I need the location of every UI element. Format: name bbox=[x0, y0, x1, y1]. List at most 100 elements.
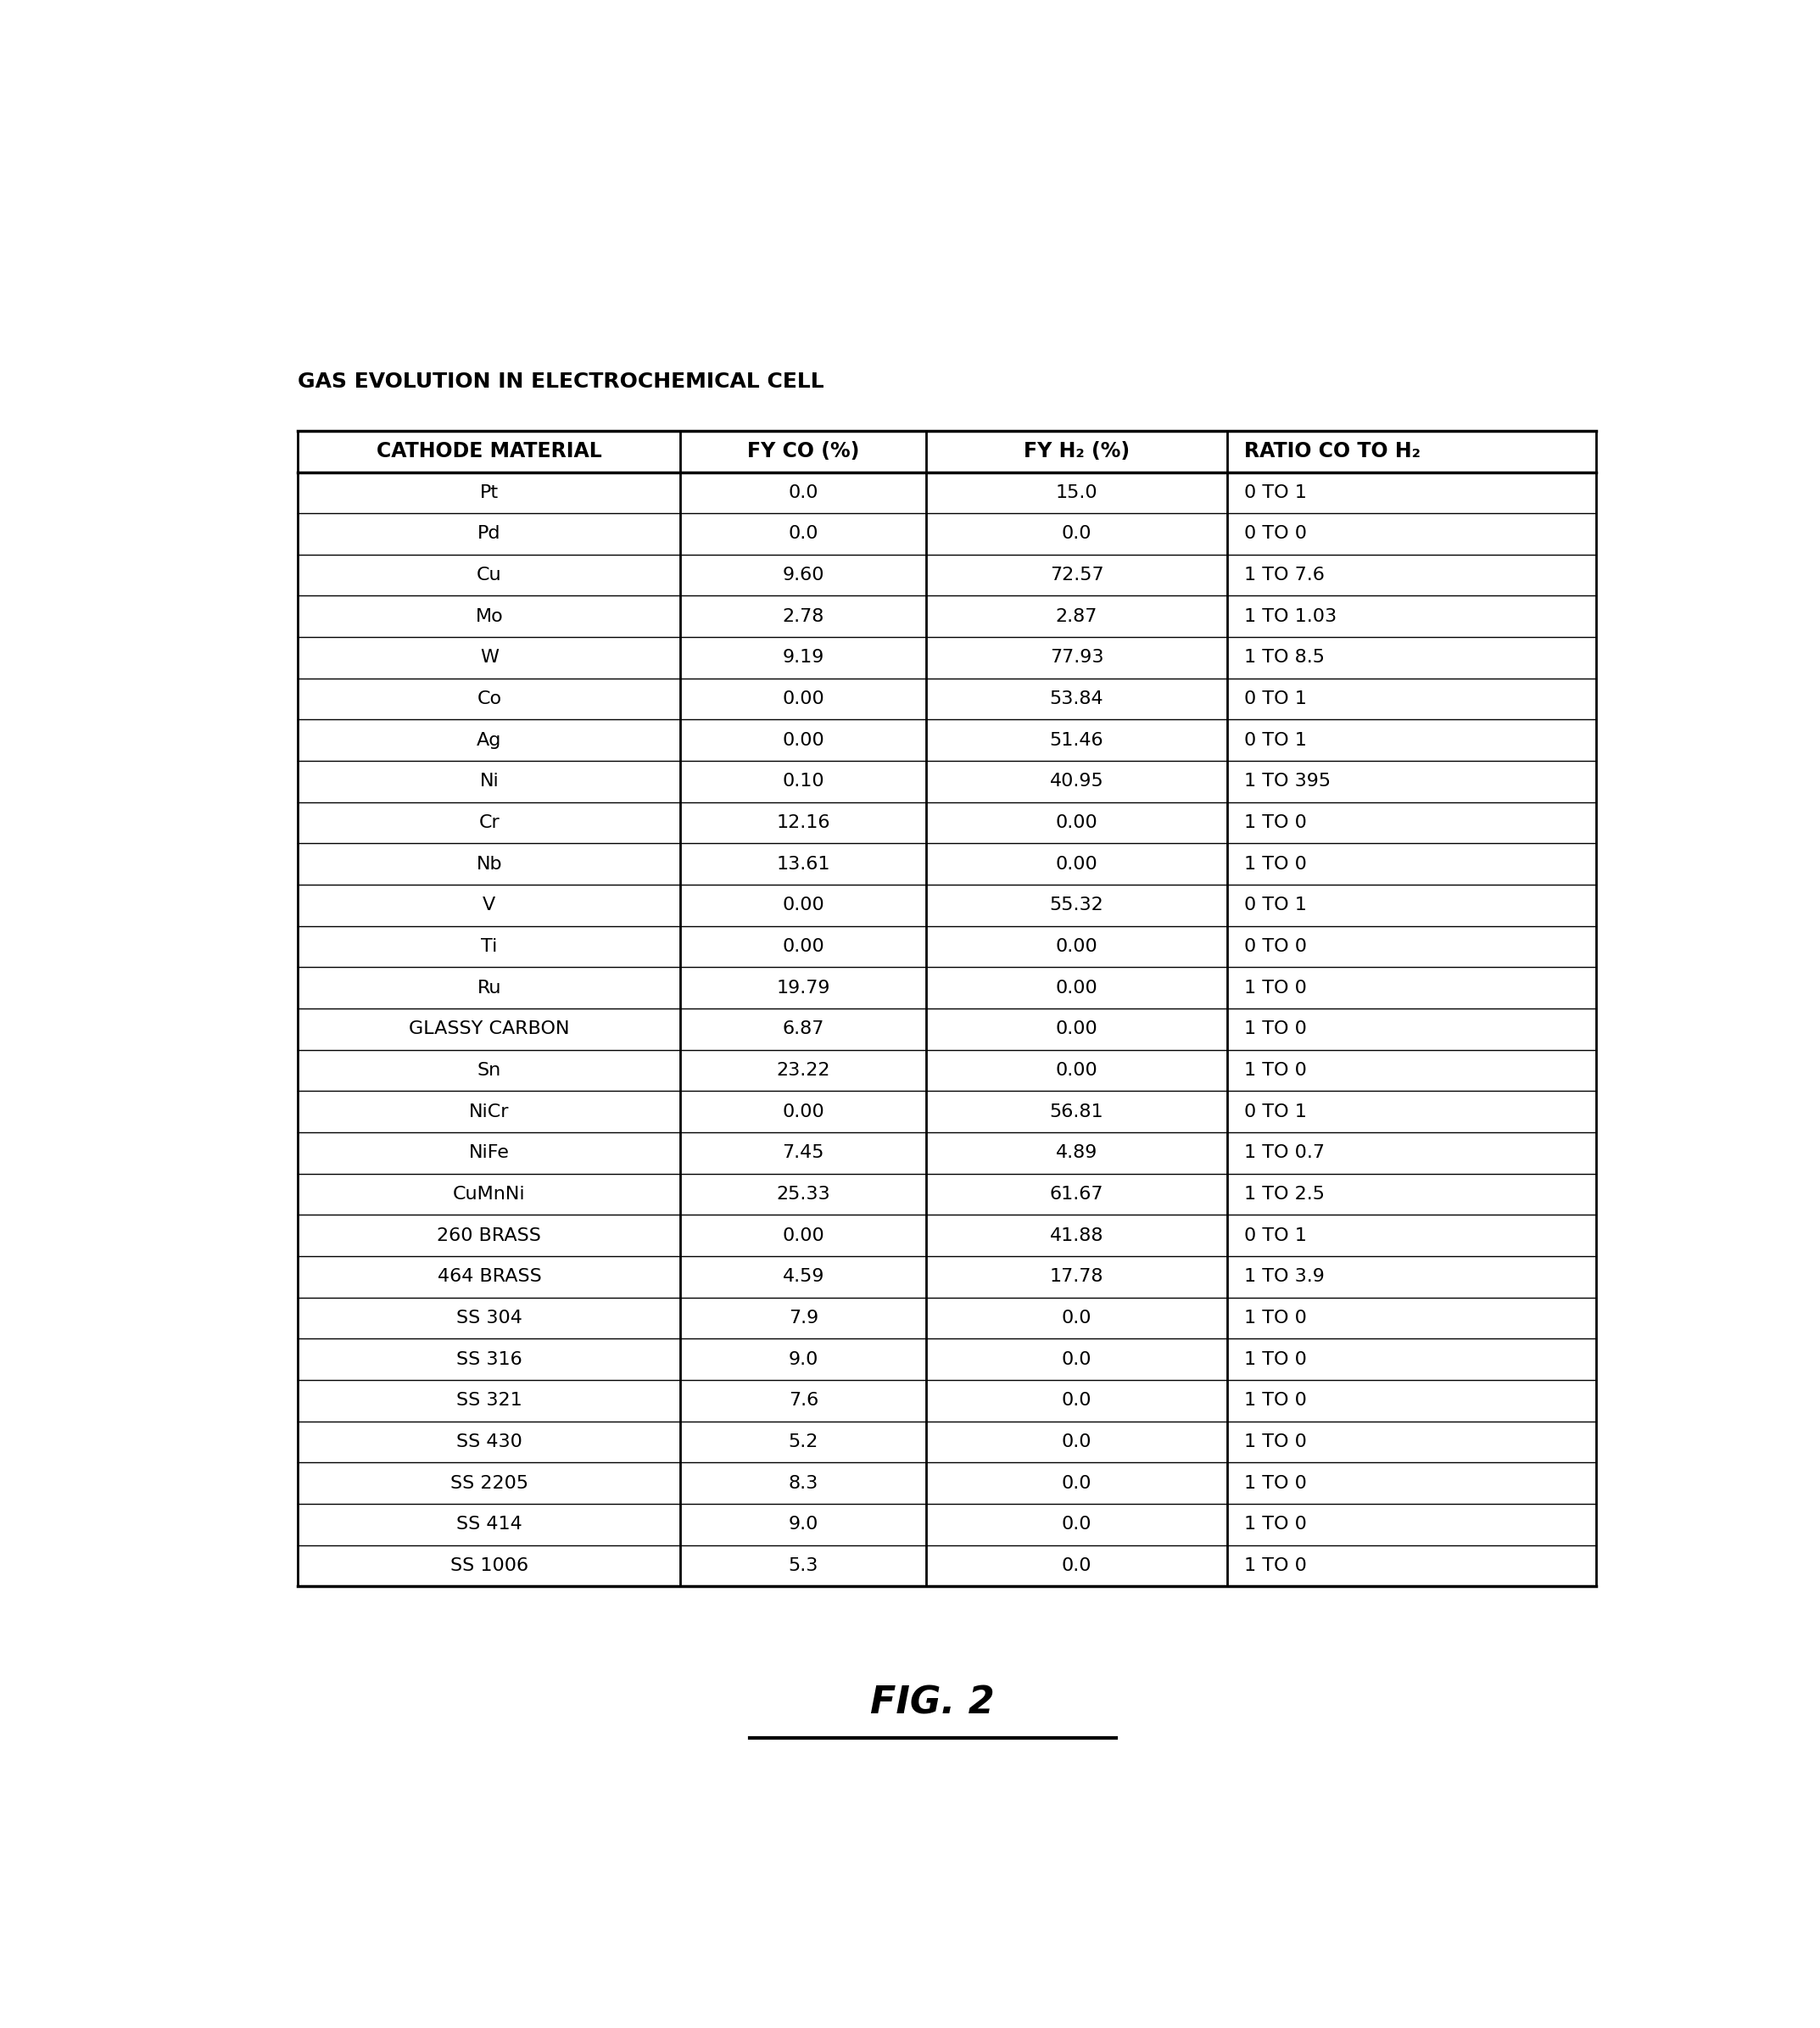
Text: 0.00: 0.00 bbox=[783, 732, 824, 748]
Text: 1 TO 1.03: 1 TO 1.03 bbox=[1243, 608, 1336, 625]
Text: 0.00: 0.00 bbox=[783, 690, 824, 708]
Text: 2.78: 2.78 bbox=[783, 608, 824, 625]
Text: 13.61: 13.61 bbox=[777, 856, 830, 872]
Text: 0.00: 0.00 bbox=[1056, 939, 1097, 955]
Text: 77.93: 77.93 bbox=[1050, 649, 1103, 667]
Text: Co: Co bbox=[477, 690, 502, 708]
Text: SS 321: SS 321 bbox=[457, 1391, 522, 1409]
Text: Ni: Ni bbox=[480, 773, 499, 791]
Text: 9.0: 9.0 bbox=[788, 1351, 819, 1367]
Text: FIG. 2: FIG. 2 bbox=[870, 1685, 996, 1722]
Text: 1 TO 0: 1 TO 0 bbox=[1243, 1515, 1307, 1533]
Text: 0.00: 0.00 bbox=[1056, 815, 1097, 831]
Text: 1 TO 0: 1 TO 0 bbox=[1243, 1558, 1307, 1574]
Text: Pd: Pd bbox=[477, 525, 501, 541]
Text: 1 TO 3.9: 1 TO 3.9 bbox=[1243, 1268, 1325, 1286]
Text: 1 TO 2.5: 1 TO 2.5 bbox=[1243, 1186, 1325, 1203]
Text: 61.67: 61.67 bbox=[1050, 1186, 1103, 1203]
Text: Sn: Sn bbox=[477, 1063, 501, 1079]
Text: 2.87: 2.87 bbox=[1056, 608, 1097, 625]
Text: 260 BRASS: 260 BRASS bbox=[437, 1227, 541, 1243]
Text: W: W bbox=[480, 649, 499, 667]
Text: Pt: Pt bbox=[480, 485, 499, 501]
Text: 5.2: 5.2 bbox=[788, 1434, 819, 1450]
Text: 0.00: 0.00 bbox=[783, 1103, 824, 1119]
Text: 4.89: 4.89 bbox=[1056, 1144, 1097, 1162]
Text: 55.32: 55.32 bbox=[1050, 896, 1103, 915]
Text: RATIO CO TO H₂: RATIO CO TO H₂ bbox=[1243, 442, 1420, 462]
Text: 0 TO 1: 0 TO 1 bbox=[1243, 732, 1307, 748]
Text: 1 TO 0: 1 TO 0 bbox=[1243, 815, 1307, 831]
Text: 1 TO 0: 1 TO 0 bbox=[1243, 1351, 1307, 1367]
Text: 19.79: 19.79 bbox=[777, 980, 830, 996]
Text: 0.0: 0.0 bbox=[1061, 1310, 1092, 1326]
Text: 1 TO 0: 1 TO 0 bbox=[1243, 1063, 1307, 1079]
Text: 0.00: 0.00 bbox=[1056, 1063, 1097, 1079]
Text: SS 316: SS 316 bbox=[457, 1351, 522, 1367]
Text: 1 TO 0: 1 TO 0 bbox=[1243, 856, 1307, 872]
Text: 1 TO 0: 1 TO 0 bbox=[1243, 1020, 1307, 1038]
Text: 0.00: 0.00 bbox=[783, 896, 824, 915]
Text: 7.9: 7.9 bbox=[788, 1310, 819, 1326]
Text: 0 TO 0: 0 TO 0 bbox=[1243, 525, 1307, 541]
Text: Mo: Mo bbox=[475, 608, 502, 625]
Text: 0.0: 0.0 bbox=[788, 485, 819, 501]
Text: 41.88: 41.88 bbox=[1050, 1227, 1103, 1243]
Text: GAS EVOLUTION IN ELECTROCHEMICAL CELL: GAS EVOLUTION IN ELECTROCHEMICAL CELL bbox=[298, 371, 824, 391]
Text: 0.10: 0.10 bbox=[783, 773, 824, 791]
Text: 0 TO 1: 0 TO 1 bbox=[1243, 1103, 1307, 1119]
Text: 0.0: 0.0 bbox=[788, 525, 819, 541]
Text: 23.22: 23.22 bbox=[777, 1063, 830, 1079]
Text: Nb: Nb bbox=[477, 856, 502, 872]
Text: 12.16: 12.16 bbox=[777, 815, 830, 831]
Text: SS 430: SS 430 bbox=[457, 1434, 522, 1450]
Text: 1 TO 0: 1 TO 0 bbox=[1243, 1474, 1307, 1493]
Text: FY CO (%): FY CO (%) bbox=[748, 442, 859, 462]
Text: 0 TO 1: 0 TO 1 bbox=[1243, 1227, 1307, 1243]
Text: 1 TO 0.7: 1 TO 0.7 bbox=[1243, 1144, 1325, 1162]
Text: SS 414: SS 414 bbox=[457, 1515, 522, 1533]
Text: 51.46: 51.46 bbox=[1050, 732, 1103, 748]
Text: CATHODE MATERIAL: CATHODE MATERIAL bbox=[377, 442, 602, 462]
Text: 0.00: 0.00 bbox=[1056, 980, 1097, 996]
Text: 0.0: 0.0 bbox=[1061, 1515, 1092, 1533]
Text: NiFe: NiFe bbox=[470, 1144, 510, 1162]
Text: Ti: Ti bbox=[480, 939, 497, 955]
Text: 464 BRASS: 464 BRASS bbox=[437, 1268, 541, 1286]
Text: 0.00: 0.00 bbox=[783, 1227, 824, 1243]
Text: 1 TO 0: 1 TO 0 bbox=[1243, 1391, 1307, 1409]
Text: 1 TO 7.6: 1 TO 7.6 bbox=[1243, 566, 1325, 584]
Text: 0.00: 0.00 bbox=[1056, 856, 1097, 872]
Text: 56.81: 56.81 bbox=[1050, 1103, 1103, 1119]
Text: Cu: Cu bbox=[477, 566, 502, 584]
Text: 6.87: 6.87 bbox=[783, 1020, 824, 1038]
Text: 40.95: 40.95 bbox=[1050, 773, 1103, 791]
Text: SS 304: SS 304 bbox=[457, 1310, 522, 1326]
Text: 8.3: 8.3 bbox=[788, 1474, 819, 1493]
Text: 0 TO 0: 0 TO 0 bbox=[1243, 939, 1307, 955]
Text: 0.0: 0.0 bbox=[1061, 1351, 1092, 1367]
Text: 15.0: 15.0 bbox=[1056, 485, 1097, 501]
Text: SS 1006: SS 1006 bbox=[450, 1558, 528, 1574]
Text: 25.33: 25.33 bbox=[777, 1186, 830, 1203]
Text: Cr: Cr bbox=[479, 815, 501, 831]
Text: 0.0: 0.0 bbox=[1061, 1434, 1092, 1450]
Text: 1 TO 8.5: 1 TO 8.5 bbox=[1243, 649, 1325, 667]
Text: 0.0: 0.0 bbox=[1061, 1558, 1092, 1574]
Text: 9.60: 9.60 bbox=[783, 566, 824, 584]
Text: Ru: Ru bbox=[477, 980, 501, 996]
Text: 0 TO 1: 0 TO 1 bbox=[1243, 690, 1307, 708]
Text: 1 TO 0: 1 TO 0 bbox=[1243, 980, 1307, 996]
Text: 0.0: 0.0 bbox=[1061, 1474, 1092, 1493]
Text: 17.78: 17.78 bbox=[1050, 1268, 1103, 1286]
Text: 0 TO 1: 0 TO 1 bbox=[1243, 485, 1307, 501]
Text: 0.00: 0.00 bbox=[1056, 1020, 1097, 1038]
Text: 0.0: 0.0 bbox=[1061, 1391, 1092, 1409]
Text: 1 TO 0: 1 TO 0 bbox=[1243, 1310, 1307, 1326]
Text: 0 TO 1: 0 TO 1 bbox=[1243, 896, 1307, 915]
Text: 7.45: 7.45 bbox=[783, 1144, 824, 1162]
Text: 72.57: 72.57 bbox=[1050, 566, 1103, 584]
Text: V: V bbox=[482, 896, 495, 915]
Text: Ag: Ag bbox=[477, 732, 502, 748]
Text: NiCr: NiCr bbox=[470, 1103, 510, 1119]
